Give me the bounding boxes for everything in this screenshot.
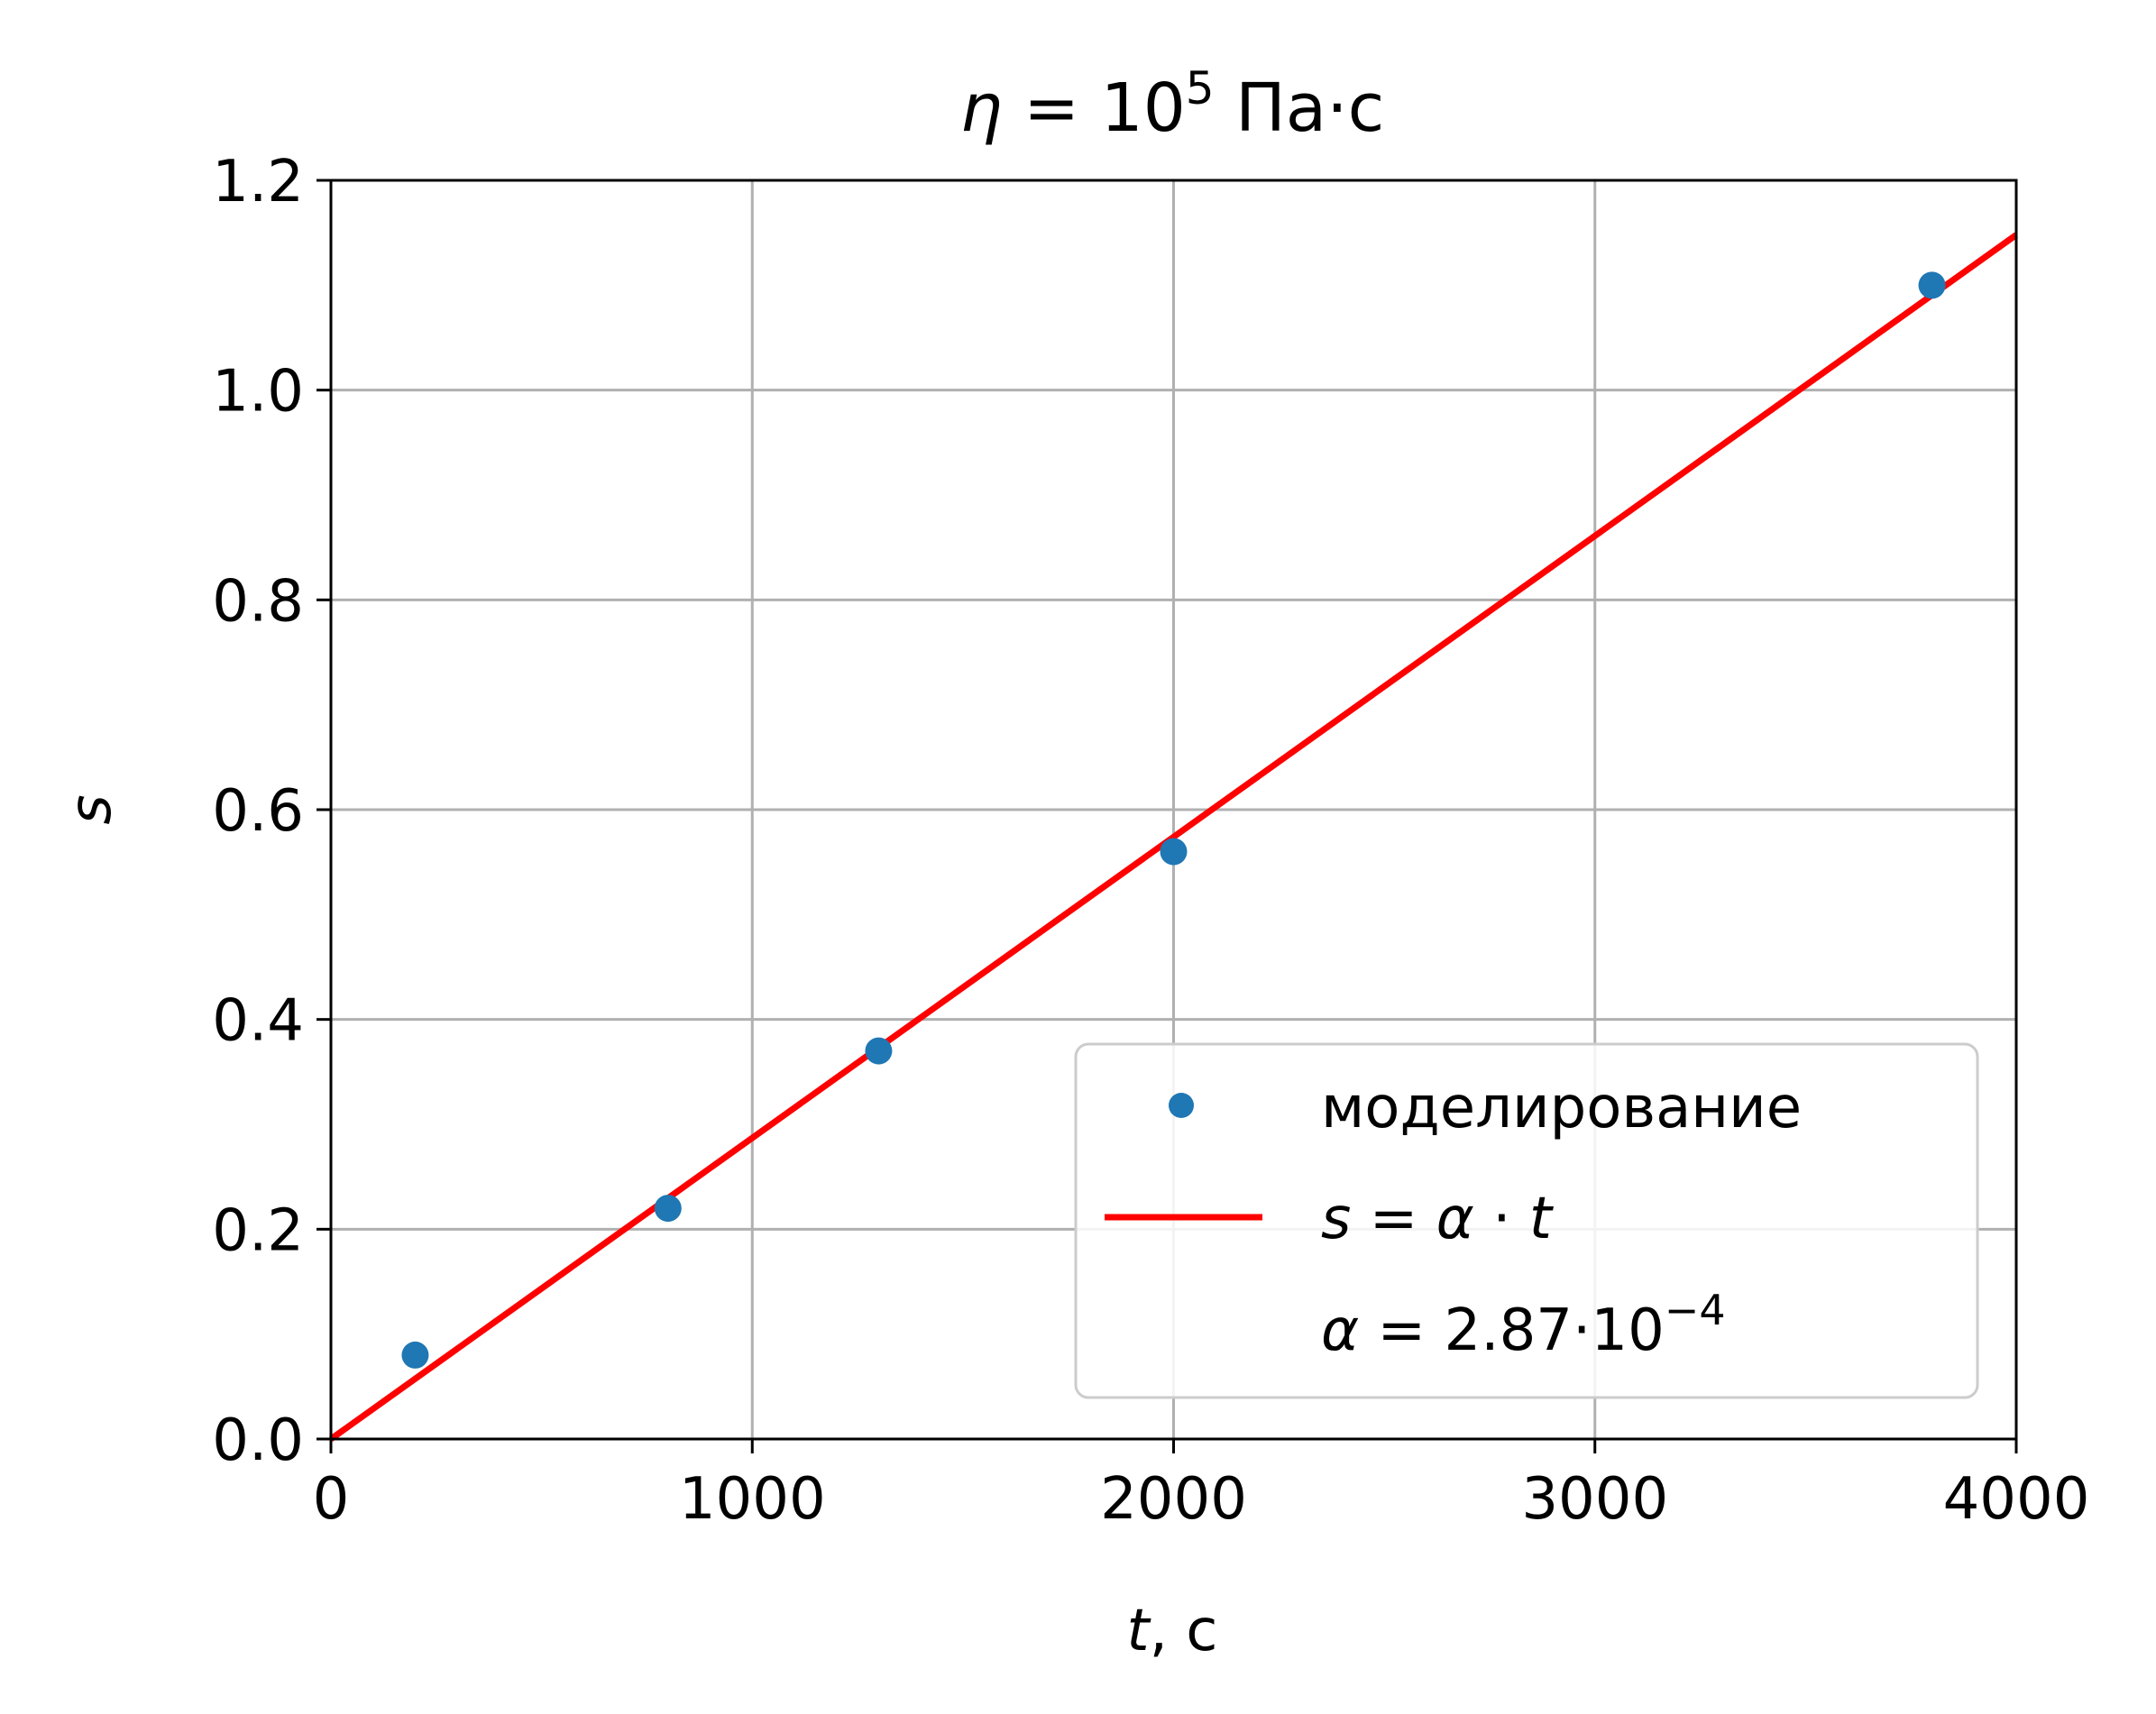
data-point	[654, 1195, 682, 1223]
x-axis-label: t, с	[1127, 1598, 1218, 1664]
legend-label-alpha: α = 2.87·10−4	[1321, 1286, 1726, 1364]
y-tick-label: 0.6	[212, 778, 304, 845]
x-axis-label-unit: , с	[1150, 1598, 1218, 1664]
y-tick-label: 1.0	[212, 359, 304, 426]
x-tick-label: 1000	[679, 1466, 826, 1533]
fit-line-layer	[328, 232, 2019, 1442]
legend-label-fit: s = α · t	[1321, 1186, 1555, 1252]
data-point	[1918, 271, 1946, 299]
y-tick-label: 0.4	[212, 988, 304, 1055]
title-unit: Па·с	[1215, 69, 1385, 147]
y-tick-label: 0.0	[212, 1407, 304, 1474]
legend-box	[1074, 1042, 1979, 1399]
legend-label-scatter: моделирование	[1321, 1075, 1802, 1141]
title-symbol: η	[960, 69, 1003, 147]
x-tick-label: 0	[313, 1466, 350, 1533]
data-point	[401, 1341, 429, 1369]
y-tick-label: 1.2	[212, 149, 304, 215]
data-point	[1160, 838, 1188, 866]
y-axis-label: s	[58, 794, 124, 824]
legend: моделирование s = α · t α = 2.87·10−4	[1074, 1042, 1979, 1399]
title-base: 10	[1101, 69, 1186, 147]
x-tick-label: 2000	[1100, 1466, 1247, 1533]
x-tick-label: 3000	[1521, 1466, 1668, 1533]
y-tick-label: 0.2	[212, 1197, 304, 1264]
data-point	[865, 1037, 893, 1065]
legend-marker-scatter	[1169, 1093, 1194, 1118]
ticks: 0 1000 2000 3000 4000 0.0 0.2 0.4 0.6 0.8 1.0 1.2	[212, 149, 2089, 1533]
chart-title: η = 105 Па·с	[960, 62, 1385, 147]
title-exponent: 5	[1186, 62, 1215, 115]
y-tick-label: 0.8	[212, 568, 304, 635]
fit-line	[328, 232, 2019, 1442]
x-tick-label: 4000	[1943, 1466, 2090, 1533]
points-layer	[401, 271, 1946, 1369]
x-axis-label-var: t	[1127, 1598, 1152, 1664]
title-equals: =	[1003, 69, 1101, 147]
